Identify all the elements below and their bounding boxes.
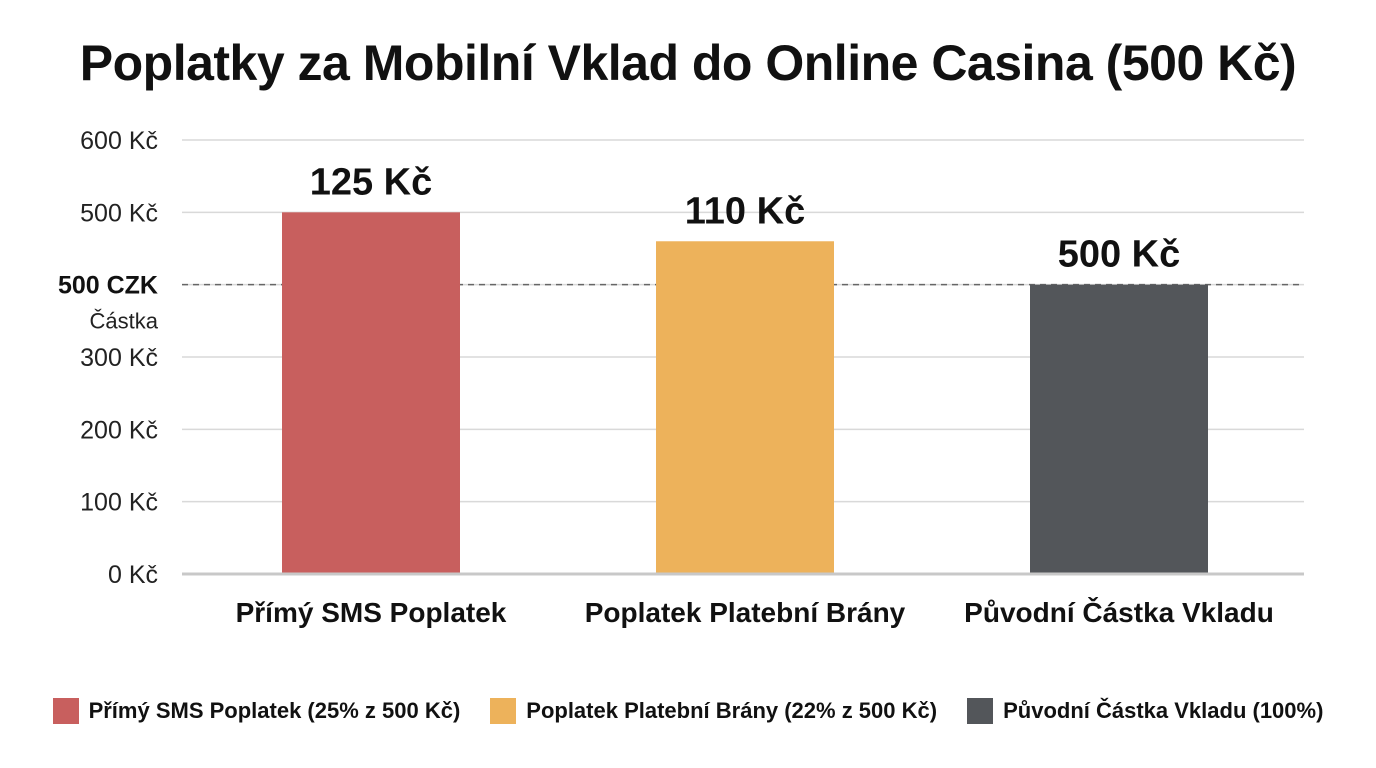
data-labels: 125 Kč 110 Kč 500 Kč xyxy=(310,161,1181,275)
bar-data-label: 125 Kč xyxy=(310,161,433,203)
category-labels: Přímý SMS Poplatek Poplatek Platební Brán… xyxy=(236,596,1274,628)
category-label: Poplatek Platební Brány xyxy=(585,597,906,628)
legend-swatch xyxy=(967,698,994,724)
y-tick-label: 0 Kč xyxy=(108,561,158,589)
legend-item: Poplatek Platební Brány (22% z 500 Kč) xyxy=(490,698,937,724)
bar xyxy=(1030,284,1208,574)
legend-label: Původní Částka Vkladu (100%) xyxy=(1003,698,1324,723)
reference-line-label: 500 CZK xyxy=(58,272,158,300)
y-tick-label: 200 Kč xyxy=(80,416,158,444)
bar-data-label: 110 Kč xyxy=(685,190,805,232)
y-tick-label: 600 Kč xyxy=(80,127,158,155)
y-tick-label: 300 Kč xyxy=(80,344,158,372)
legend-swatch xyxy=(490,698,517,724)
bar xyxy=(282,212,460,575)
legend: Přímý SMS Poplatek (25% z 500 Kč) Poplate… xyxy=(0,694,1376,728)
y-tick-labels: 0 Kč 100 Kč 200 Kč 300 Kč 500 Kč 600 Kč xyxy=(80,127,158,589)
y-tick-label: 100 Kč xyxy=(80,489,158,517)
chart-title: Poplatky za Mobilní Vklad do Online Casi… xyxy=(79,35,1297,91)
y-tick-label: 500 Kč xyxy=(80,199,158,227)
legend-swatch xyxy=(52,698,79,724)
category-label: Původní Částka Vkladu xyxy=(964,596,1274,628)
legend-item: Přímý SMS Poplatek (25% z 500 Kč) xyxy=(52,698,461,724)
legend-item: Původní Částka Vkladu (100%) xyxy=(967,698,1323,724)
category-label: Přímý SMS Poplatek xyxy=(236,597,507,628)
reference-line-sublabel: Částka xyxy=(90,309,159,334)
bars xyxy=(282,212,1208,575)
legend-label: Přímý SMS Poplatek (25% z 500 Kč) xyxy=(88,698,461,723)
bar-data-label: 500 Kč xyxy=(1058,234,1181,276)
legend-label: Poplatek Platební Brány (22% z 500 Kč) xyxy=(526,698,938,723)
bar xyxy=(656,241,834,574)
